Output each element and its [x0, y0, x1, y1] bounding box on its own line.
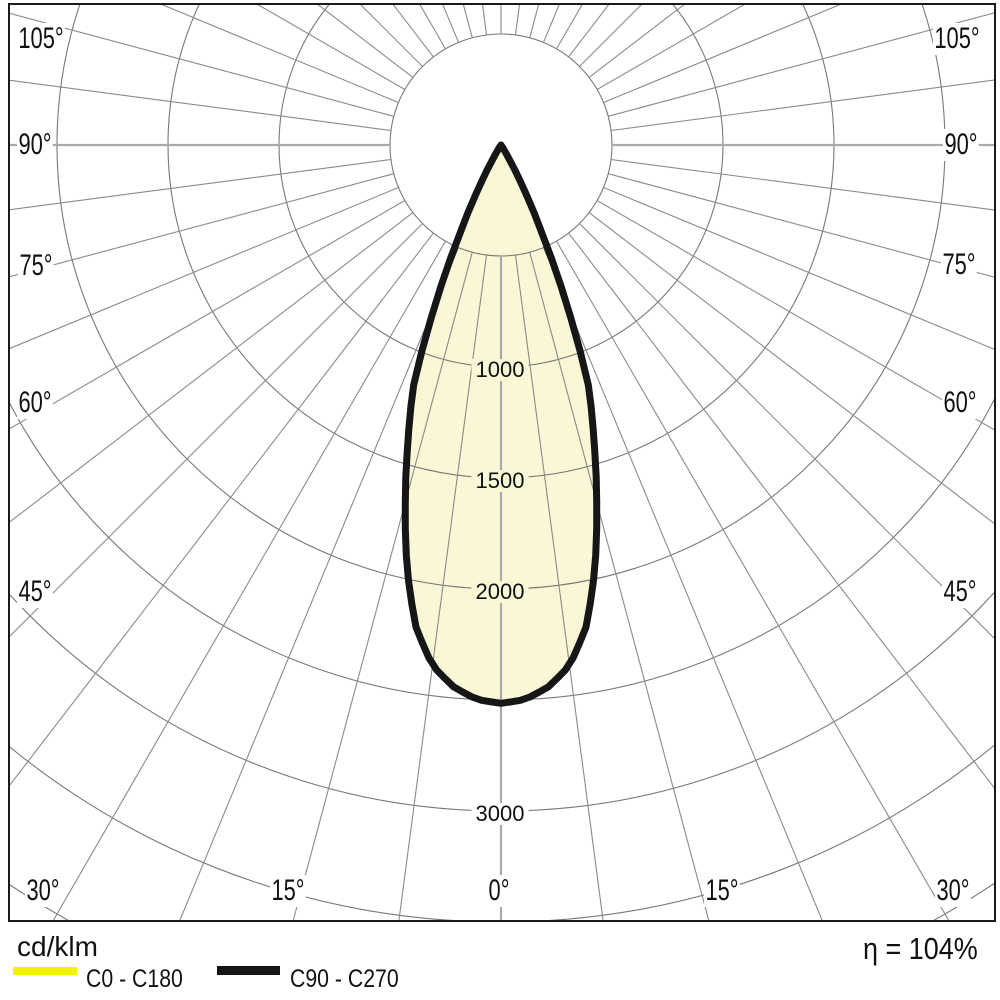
angle-label-75: 75° — [17, 249, 55, 282]
angle-label-15: 15° — [269, 874, 307, 907]
angle-label-30: 30° — [934, 874, 972, 907]
units-label: cd/klm — [17, 931, 98, 962]
angle-label-105: 105° — [16, 22, 66, 55]
efficiency-value: η = 104% — [863, 931, 978, 966]
angle-label-105: 105° — [932, 22, 982, 55]
angle-label-0: 0° — [487, 874, 511, 907]
ring-label-2000: 2000 — [471, 581, 529, 603]
angle-label-90: 90° — [942, 128, 980, 161]
angle-label-75: 75° — [940, 248, 978, 281]
angle-label-90: 90° — [16, 128, 54, 161]
angle-label-60: 60° — [941, 386, 979, 419]
angle-label-45: 45° — [16, 575, 54, 608]
ring-label-1000: 1000 — [471, 359, 529, 381]
angle-label-60: 60° — [16, 386, 54, 419]
plot-border — [8, 3, 996, 922]
legend-label-c90-c270: C90 - C270 — [290, 965, 399, 993]
angle-label-45: 45° — [941, 575, 979, 608]
legend-swatch-c90-c270 — [217, 966, 280, 975]
angle-label-15: 15° — [703, 874, 741, 907]
ring-label-3000: 3000 — [471, 803, 529, 825]
ring-label-1500: 1500 — [471, 470, 529, 492]
angle-label-30: 30° — [24, 874, 62, 907]
legend-swatch-c0-c180 — [13, 967, 77, 975]
c90-c270-curve — [401, 141, 601, 707]
legend-label-c0-c180: C0 - C180 — [86, 965, 183, 993]
